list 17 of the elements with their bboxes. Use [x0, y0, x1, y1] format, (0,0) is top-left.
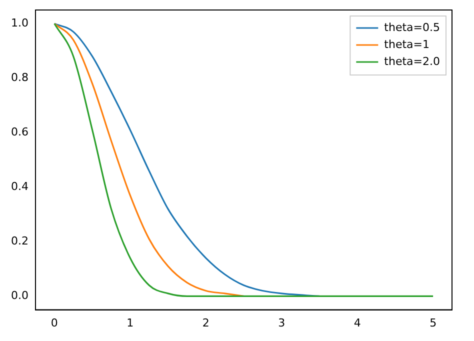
y-tick-label: 0.4	[10, 180, 28, 194]
x-tick-label: 4	[354, 316, 361, 330]
x-tick-label: 0	[50, 316, 58, 330]
legend-label: theta=2.0	[384, 54, 440, 68]
y-tick-label: 0.8	[10, 70, 28, 84]
y-tick-label: 1.0	[10, 16, 28, 30]
line-series	[54, 22, 245, 297]
legend-label: theta=1	[384, 38, 430, 51]
x-tick-label: 1	[126, 316, 134, 330]
y-tick-label: 0.0	[10, 289, 28, 302]
x-tick-label: 3	[278, 316, 286, 330]
legend-label: theta=0.5	[384, 20, 440, 34]
x-tick-label: 5	[430, 316, 437, 330]
y-tick-label: 0.2	[10, 234, 28, 248]
x-tick-label: 2	[202, 316, 210, 330]
y-tick-label: 0.6	[10, 126, 28, 139]
line-series	[54, 22, 320, 297]
